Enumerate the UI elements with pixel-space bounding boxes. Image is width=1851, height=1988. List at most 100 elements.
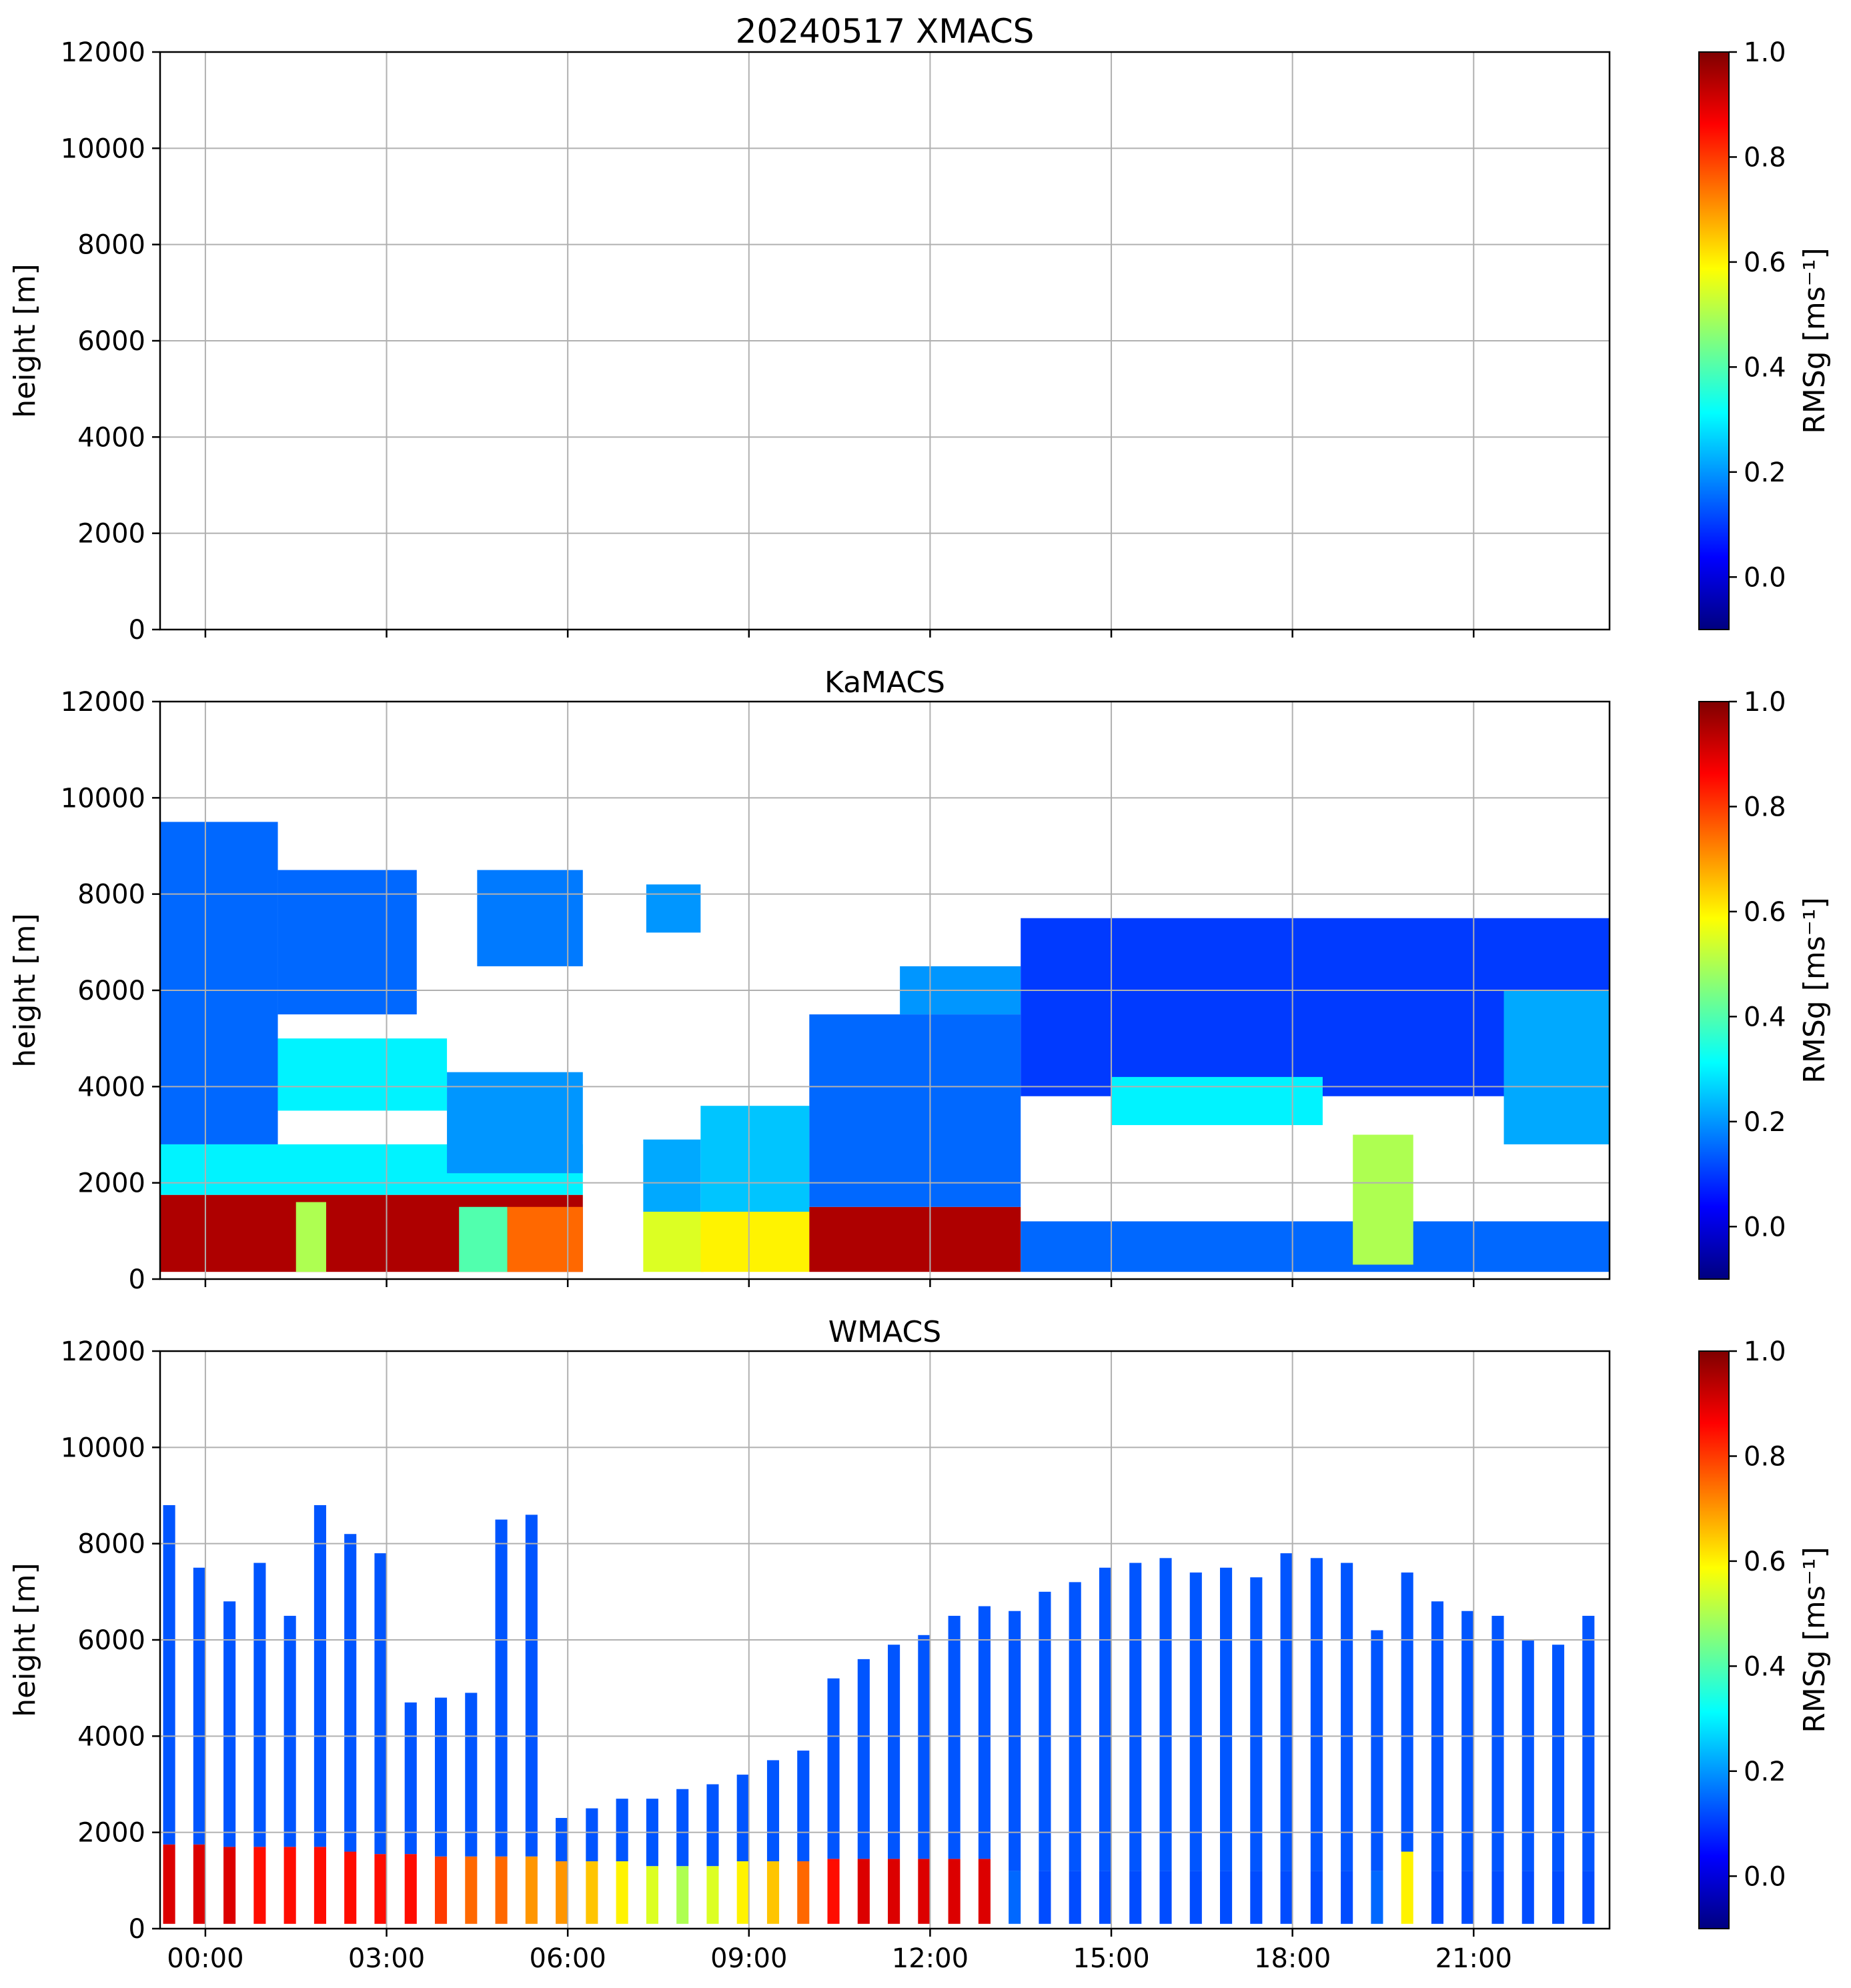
echo-layer-21	[1353, 1134, 1413, 1265]
y-tick-label: 0	[129, 1914, 145, 1945]
strip-low-5	[314, 1847, 326, 1924]
strip-low-4	[283, 1847, 296, 1924]
data-layer	[163, 1505, 1595, 1924]
strip-high-19	[736, 1775, 749, 1861]
colorbar-tick-label: 0.2	[1744, 457, 1786, 488]
strip-high-21	[797, 1750, 810, 1861]
data-layer	[160, 822, 1610, 1272]
strip-low-36	[1250, 1871, 1263, 1924]
echo-layer-3	[507, 1206, 583, 1272]
x-tick-label: 00:00	[167, 1943, 243, 1974]
strip-low-27	[978, 1859, 991, 1924]
strip-high-34	[1189, 1572, 1202, 1871]
y-tick-label: 4000	[77, 1721, 145, 1752]
echo-layer-7	[277, 870, 417, 1015]
colorbar-tick-label: 0.4	[1744, 1651, 1786, 1682]
panel-0: 0 2000 4000 6000 8000 10000 12000 20240517 XMAC…	[8, 12, 1832, 646]
strip-high-11	[495, 1519, 508, 1857]
echo-layer-18	[1021, 1221, 1610, 1272]
y-tick-label: 10000	[61, 783, 145, 814]
panel-title: KaMACS	[824, 666, 945, 700]
strip-low-2	[223, 1847, 236, 1924]
colorbar-tick-label: 0.8	[1744, 792, 1786, 822]
colorbar-gradient	[1698, 51, 1730, 630]
strip-high-3	[253, 1563, 266, 1847]
y-tick-label: 8000	[77, 880, 145, 910]
echo-layer-6	[277, 1038, 448, 1111]
colorbar-tick-label: 0.6	[1744, 247, 1786, 278]
strip-low-35	[1220, 1871, 1233, 1924]
strip-high-31	[1099, 1567, 1112, 1871]
strip-high-4	[283, 1615, 296, 1847]
y-axis-label: height [m]	[8, 1563, 42, 1717]
strip-high-41	[1401, 1572, 1413, 1852]
y-axis-label: height [m]	[8, 913, 42, 1067]
echo-layer-12	[646, 884, 701, 933]
strip-high-9	[434, 1697, 448, 1857]
strip-high-37	[1280, 1553, 1293, 1871]
y-tick-label: 10000	[61, 1432, 145, 1463]
colorbar-tick-label: 1.0	[1744, 687, 1786, 718]
y-tick-label: 0	[129, 1264, 145, 1295]
y-tick-label: 10000	[61, 133, 145, 164]
strip-low-16	[646, 1866, 658, 1924]
strip-high-24	[888, 1645, 900, 1859]
strip-high-14	[586, 1808, 598, 1861]
strip-low-46	[1552, 1871, 1565, 1924]
y-tick-label: 4000	[77, 422, 145, 453]
y-axis-label: height [m]	[8, 263, 42, 417]
strip-low-23	[857, 1859, 870, 1924]
strip-low-44	[1491, 1871, 1504, 1924]
strip-high-2	[223, 1601, 236, 1847]
strip-high-0	[163, 1505, 175, 1845]
strip-low-7	[374, 1854, 387, 1924]
y-tick-label: 2000	[77, 1818, 145, 1849]
strip-high-8	[404, 1702, 417, 1855]
strip-low-12	[525, 1856, 538, 1924]
y-tick-label: 8000	[77, 230, 145, 261]
strip-high-44	[1491, 1615, 1504, 1871]
colorbar-gradient	[1698, 1350, 1730, 1929]
strip-low-30	[1069, 1871, 1081, 1924]
strip-high-10	[465, 1693, 478, 1857]
strip-low-26	[948, 1859, 961, 1924]
echo-layer-5	[160, 822, 278, 1144]
strip-high-32	[1129, 1563, 1142, 1871]
colorbar-tick-label: 0.2	[1744, 1107, 1786, 1138]
strip-low-32	[1129, 1871, 1142, 1924]
strip-low-10	[465, 1856, 478, 1924]
colorbar-tick-label: 0.4	[1744, 1002, 1786, 1032]
strip-high-35	[1220, 1567, 1233, 1871]
echo-layer-16	[809, 1014, 1021, 1207]
strip-low-21	[797, 1861, 810, 1924]
strip-high-5	[314, 1505, 326, 1847]
x-tick-label: 12:00	[892, 1943, 969, 1974]
strip-high-1	[193, 1567, 205, 1845]
strip-high-36	[1250, 1577, 1263, 1871]
strip-high-45	[1521, 1640, 1534, 1871]
strip-low-20	[766, 1861, 780, 1924]
panel-2: 0 2000 4000 6000 8000 10000 12000 00:00 03:00 06:…	[8, 1315, 1832, 1974]
strip-high-7	[374, 1553, 387, 1855]
strip-low-42	[1431, 1871, 1444, 1924]
strip-high-40	[1371, 1630, 1383, 1871]
colorbar-gradient	[1698, 701, 1730, 1280]
strip-low-13	[556, 1861, 568, 1924]
echo-layer-13	[700, 1211, 810, 1272]
colorbar-tick-label: 0.4	[1744, 352, 1786, 383]
x-tick-label: 06:00	[530, 1943, 606, 1974]
y-tick-label: 4000	[77, 1072, 145, 1102]
strip-low-45	[1521, 1871, 1534, 1924]
strip-low-40	[1371, 1871, 1383, 1924]
colorbar-label: RMSg [ms⁻¹]	[1798, 1547, 1832, 1733]
y-tick-label: 8000	[77, 1529, 145, 1560]
strip-low-24	[888, 1859, 900, 1924]
x-tick-label: 03:00	[348, 1943, 425, 1974]
echo-layer-2	[459, 1206, 508, 1272]
strip-high-18	[706, 1784, 719, 1867]
colorbar-tick-label: 0.0	[1744, 1861, 1786, 1892]
x-tick-label: 15:00	[1073, 1943, 1149, 1974]
strip-low-33	[1159, 1871, 1172, 1924]
